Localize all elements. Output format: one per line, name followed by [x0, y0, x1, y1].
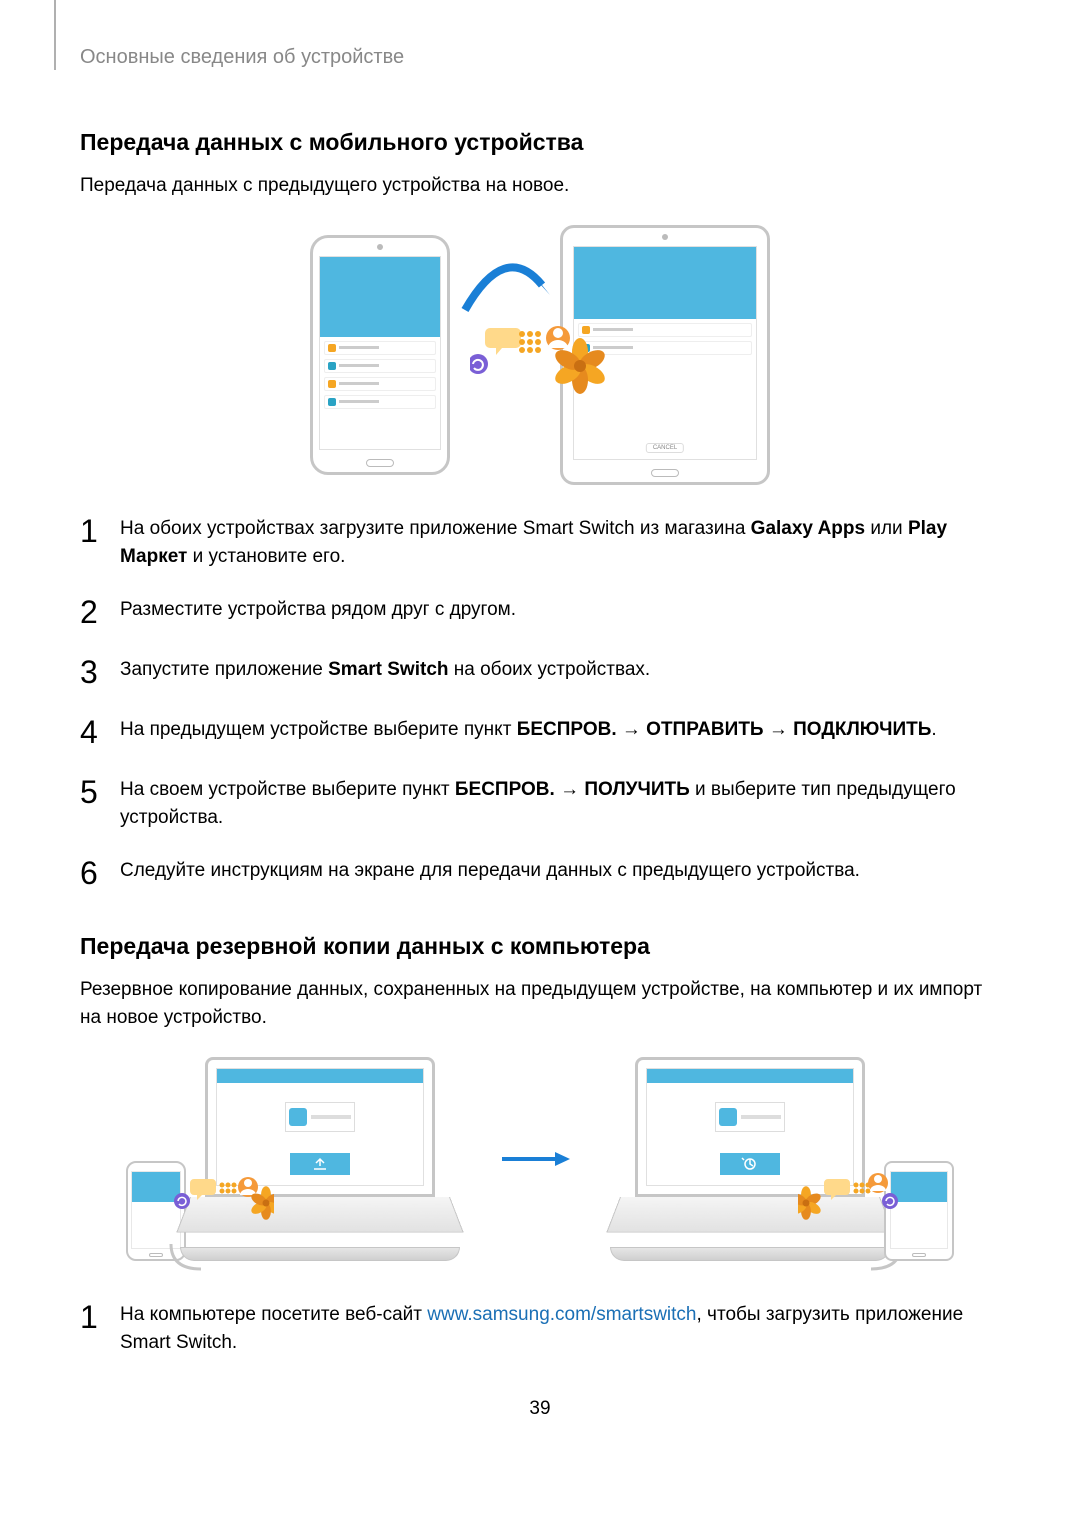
step-item: Запустите приложение Smart Switch на обо…	[80, 656, 1000, 692]
step-item: На предыдущем устройстве выберите пункт …	[80, 716, 1000, 752]
device-phone	[310, 235, 450, 475]
section2-title: Передача резервной копии данных с компью…	[80, 933, 1000, 960]
section1-intro: Передача данных с предыдущего устройства…	[80, 172, 1000, 201]
page-number: 39	[80, 1398, 1000, 1420]
section1-title: Передача данных с мобильного устройства	[80, 129, 1000, 156]
step-item: Разместите устройства рядом друг с друго…	[80, 596, 1000, 632]
section2-intro: Резервное копирование данных, сохраненны…	[80, 976, 1000, 1033]
transfer-arrow-icon	[460, 255, 550, 315]
step-item: На своем устройстве выберите пункт БЕСПР…	[80, 776, 1000, 833]
section2-steps: На компьютере посетите веб-сайт www.sams…	[80, 1301, 1000, 1358]
step-item: На компьютере посетите веб-сайт www.sams…	[80, 1301, 1000, 1358]
laptop-right	[610, 1057, 890, 1261]
fig2-left	[126, 1057, 460, 1261]
figure-mobile-transfer: CANCEL	[80, 225, 1000, 485]
step-item: На обоих устройствах загрузите приложени…	[80, 515, 1000, 572]
mini-tablet	[884, 1161, 954, 1261]
section1-steps: На обоих устройствах загрузите приложени…	[80, 515, 1000, 893]
smartswitch-link[interactable]: www.samsung.com/smartswitch	[427, 1304, 696, 1325]
breadcrumb: Основные сведения об устройстве	[80, 46, 1000, 69]
arrow-right-icon	[500, 1149, 570, 1169]
device-tablet: CANCEL	[560, 225, 770, 485]
fig2-right	[610, 1057, 954, 1261]
figure-computer-transfer	[80, 1057, 1000, 1261]
laptop-left	[180, 1057, 460, 1261]
step-item: Следуйте инструкциям на экране для перед…	[80, 857, 1000, 893]
